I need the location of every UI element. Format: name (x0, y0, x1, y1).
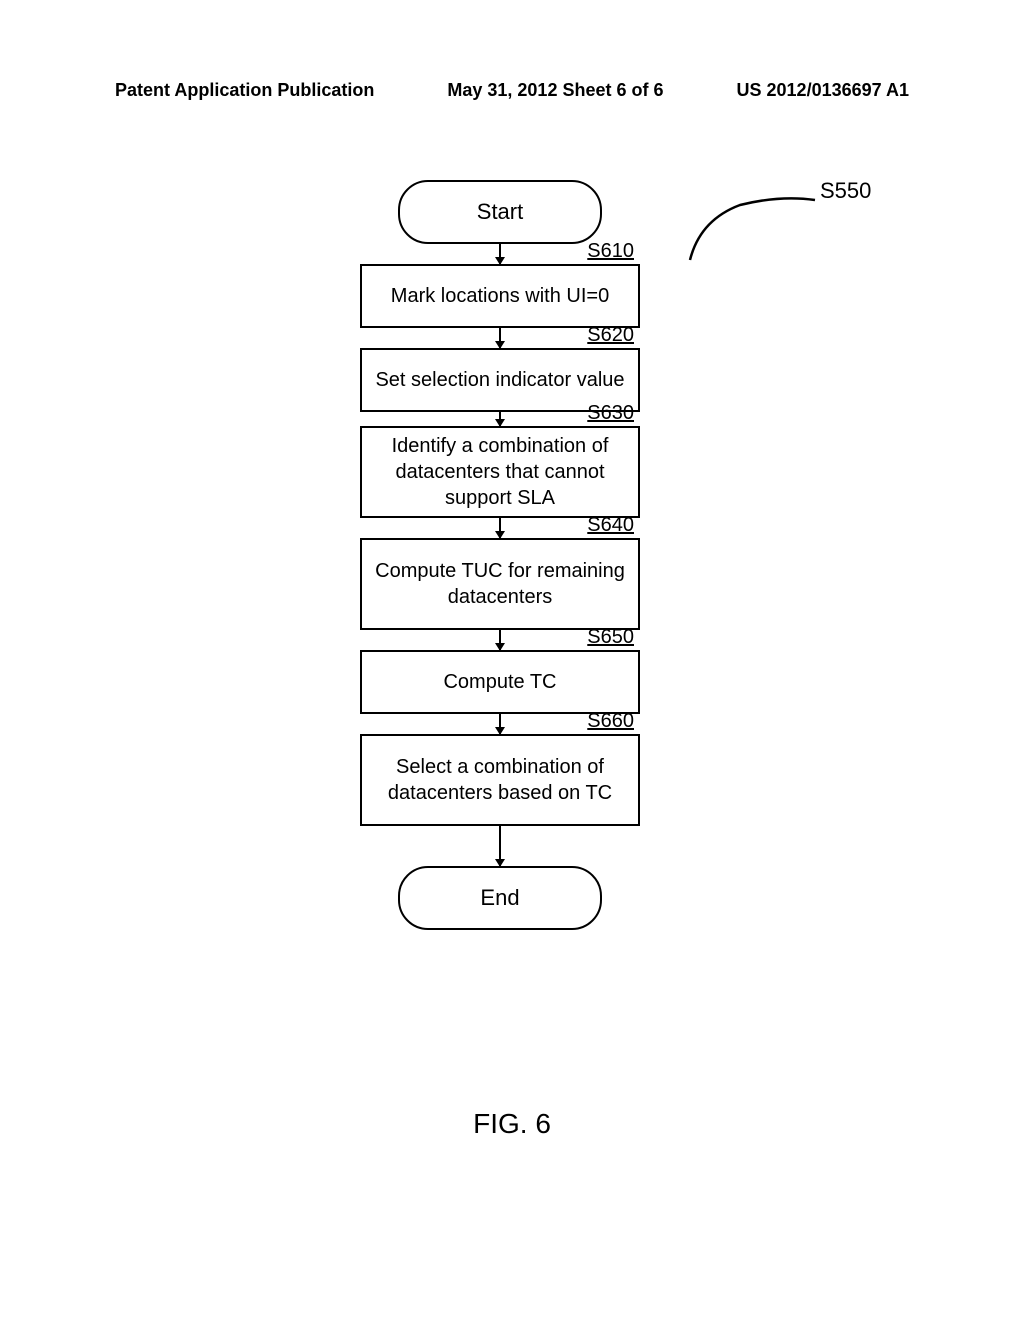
step-id: S640 (587, 514, 634, 537)
flow-arrow (499, 328, 501, 348)
flowchart-container: Start S610 Mark locations with UI=0 S620… (250, 180, 750, 930)
end-label: End (480, 885, 519, 911)
step-id: S620 (587, 324, 634, 347)
process-text: Mark locations with UI=0 (391, 283, 609, 309)
header-right: US 2012/0136697 A1 (737, 80, 909, 101)
start-terminator: Start (398, 180, 602, 244)
process-text: Identify a combination of datacenters th… (366, 433, 634, 511)
process-text: Compute TUC for remaining datacenters (366, 558, 634, 610)
end-terminator: End (398, 866, 602, 930)
flow-arrow (499, 714, 501, 734)
page-header: Patent Application Publication May 31, 2… (115, 80, 909, 101)
step-s630: S630 Identify a combination of datacente… (360, 426, 640, 518)
step-id: S630 (587, 402, 634, 425)
step-s610: S610 Mark locations with UI=0 (360, 264, 640, 328)
process-box: Mark locations with UI=0 (360, 264, 640, 328)
step-id: S660 (587, 710, 634, 733)
step-id: S610 (587, 240, 634, 263)
process-box: Select a combination of datacenters base… (360, 734, 640, 826)
flow-arrow (499, 244, 501, 264)
flow-arrow (499, 518, 501, 538)
step-s640: S640 Compute TUC for remaining datacente… (360, 538, 640, 630)
process-text: Select a combination of datacenters base… (366, 754, 634, 806)
header-left: Patent Application Publication (115, 80, 374, 101)
process-box: Identify a combination of datacenters th… (360, 426, 640, 518)
flow-arrow (499, 630, 501, 650)
flow-arrow (499, 826, 501, 866)
reference-label: S550 (820, 178, 871, 204)
process-box: Compute TUC for remaining datacenters (360, 538, 640, 630)
start-label: Start (477, 199, 523, 225)
flow-arrow (499, 412, 501, 426)
process-box: Compute TC (360, 650, 640, 714)
header-center: May 31, 2012 Sheet 6 of 6 (447, 80, 663, 101)
figure-label: FIG. 6 (0, 1108, 1024, 1140)
step-id: S650 (587, 626, 634, 649)
process-text: Set selection indicator value (375, 367, 624, 393)
process-text: Compute TC (443, 669, 556, 695)
step-s660: S660 Select a combination of datacenters… (360, 734, 640, 826)
step-s650: S650 Compute TC (360, 650, 640, 714)
